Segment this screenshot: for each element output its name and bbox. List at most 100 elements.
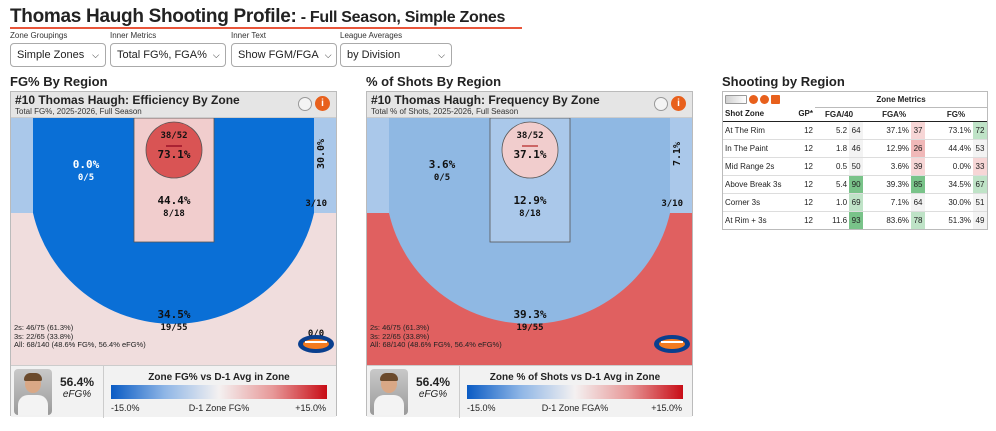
fga40-percentile-cell: 46	[849, 138, 864, 157]
gp-cell: 12	[793, 210, 815, 229]
paint-pct: 12.9%	[513, 194, 546, 207]
toggle-icon[interactable]	[298, 97, 312, 111]
gp-cell: 12	[793, 138, 815, 157]
info-icon[interactable]: i	[315, 96, 330, 111]
league-averages-control: League Averages by Division ⌵	[340, 31, 452, 67]
gradient-toggle-icon[interactable]	[725, 95, 747, 104]
fga-pct-percentile-cell: 37	[911, 120, 926, 139]
fga-pct-percentile-cell: 85	[911, 174, 926, 193]
col-fga-pct[interactable]: FGA%	[863, 107, 926, 122]
chevron-down-icon: ⌵	[212, 49, 220, 60]
corner3-frac: 3/10	[305, 199, 327, 209]
fg-pct-percentile-cell: 51	[973, 192, 987, 211]
title-period: Full Season	[309, 9, 397, 26]
fga40-cell: 5.2	[815, 120, 850, 139]
page-title: Thomas Haugh Shooting Profile: - Full Se…	[10, 6, 505, 28]
panel-footer: 56.4% eFG% Zone % of Shots vs D-1 Avg in…	[367, 365, 692, 418]
col-shot-zone[interactable]: Shot Zone	[723, 107, 793, 122]
efg-block: 56.4% eFG%	[55, 375, 99, 400]
chevron-down-icon: ⌵	[324, 49, 332, 60]
legend-title: Zone FG% vs D-1 Avg in Zone	[148, 372, 290, 383]
zone-cell: Above Break 3s	[723, 174, 793, 193]
info-icon[interactable]: i	[671, 96, 686, 111]
legend-max: +15.0%	[295, 403, 326, 413]
col-fga40[interactable]: FGA/40	[815, 107, 864, 122]
chevron-down-icon: ⌵	[92, 49, 99, 60]
zone-rim	[145, 121, 203, 179]
inner-metrics-select[interactable]: Total FG%, FGA% ⌵	[110, 43, 226, 67]
toggle-icon[interactable]	[654, 97, 668, 111]
table-row: At Rim + 3s 12 11.6 93 83.6% 78 51.3% 49	[723, 210, 987, 229]
panel-title: #10 Thomas Haugh: Frequency By Zone	[371, 93, 600, 107]
efg-value: 56.4%	[59, 375, 95, 389]
inner-text-select[interactable]: Show FGM/FGA ⌵	[231, 43, 337, 67]
zone-corner3-left	[367, 118, 389, 213]
fg-pct-percentile-cell: 49	[973, 210, 987, 229]
download-icon[interactable]	[771, 95, 780, 104]
legend-max: +15.0%	[651, 403, 682, 413]
fga40-percentile-cell: 69	[849, 192, 864, 211]
fga-pct-percentile-cell: 39	[911, 156, 926, 175]
fg-section-heading: FG% By Region	[10, 74, 108, 89]
break3-pct: 34.5%	[157, 308, 190, 321]
settings-icon[interactable]	[749, 95, 758, 104]
title-grouping: Simple Zones	[404, 9, 506, 26]
inner-metrics-label: Inner Metrics	[110, 31, 157, 40]
corner3-pct: 30.0%	[316, 139, 327, 169]
fga40-cell: 5.4	[815, 174, 850, 193]
twos-line: 2s: 46/75 (61.3%)	[14, 323, 74, 332]
inner-metrics-control: Inner Metrics Total FG%, FGA% ⌵	[110, 31, 226, 67]
rim-frac: 38/52	[160, 131, 187, 141]
fg-pct-cell: 34.5%	[925, 174, 973, 193]
col-gp[interactable]: GP*	[793, 107, 815, 122]
col-fg-pct[interactable]: FG%	[925, 107, 987, 122]
fga-pct-cell: 3.6%	[863, 156, 912, 175]
footer-divider	[103, 366, 104, 418]
gp-cell: 12	[793, 192, 815, 211]
rim-pct: 37.1%	[513, 148, 546, 161]
zone-metrics-header: Zone Metrics	[815, 92, 987, 108]
break3-frac: 19/55	[160, 323, 187, 333]
fg-court: 38/52 73.1% 44.4% 8/18 0.0% 0/5 30.0% 3/…	[11, 118, 336, 365]
fga-pct-cell: 7.1%	[863, 192, 912, 211]
panel-title: #10 Thomas Haugh: Efficiency By Zone	[15, 93, 240, 107]
title-sep-b: ,	[396, 9, 405, 26]
fg-pct-cell: 73.1%	[925, 120, 973, 139]
fga40-cell: 1.8	[815, 138, 850, 157]
panel-subtitle: Total % of Shots, 2025-2026, Full Season	[371, 107, 519, 116]
fg-pct-percentile-cell: 72	[973, 120, 987, 139]
title-main: Thomas Haugh Shooting Profile:	[10, 6, 297, 27]
fga-pct-cell: 37.1%	[863, 120, 912, 139]
corner3-pct: 7.1%	[672, 142, 683, 166]
player-photo	[14, 369, 52, 415]
threes-line: 3s: 22/65 (33.8%)	[14, 331, 74, 341]
corner3-frac: 3/10	[661, 199, 683, 209]
shots-panel: #10 Thomas Haugh: Frequency By Zone Tota…	[366, 91, 693, 418]
shot-summary: 2s: 46/75 (61.3%) 3s: 22/65 (33.8%) All:…	[14, 323, 146, 350]
zone-rim	[501, 121, 559, 179]
league-averages-label: League Averages	[340, 31, 403, 40]
zone-groupings-select[interactable]: Simple Zones ⌵	[10, 43, 106, 67]
panel-subtitle: Total FG%, 2025-2026, Full Season	[15, 107, 142, 116]
fga-pct-percentile-cell: 78	[911, 210, 926, 229]
fga40-cell: 0.5	[815, 156, 850, 175]
fg-pct-cell: 0.0%	[925, 156, 973, 175]
gp-cell: 12	[793, 120, 815, 139]
shots-court: 38/52 37.1% 12.9% 8/18 3.6% 0/5 7.1% 3/1…	[367, 118, 692, 365]
efg-label: eFG%	[62, 389, 92, 400]
other-frac: 0/0	[308, 329, 324, 339]
league-averages-select[interactable]: by Division ⌵	[340, 43, 452, 67]
info-icon[interactable]	[760, 95, 769, 104]
fga40-percentile-cell: 64	[849, 120, 864, 139]
table-toolbar-row: Zone Metrics	[723, 92, 987, 108]
legend-gradient-bar	[111, 385, 327, 399]
legend-mid: D-1 Zone FG%	[188, 403, 250, 413]
mid-frac: 0/5	[78, 173, 94, 183]
panel-header: #10 Thomas Haugh: Frequency By Zone Tota…	[367, 92, 692, 118]
shot-summary: 2s: 46/75 (61.3%) 3s: 22/65 (33.8%) All:…	[370, 323, 502, 350]
twos-line: 2s: 46/75 (61.3%)	[370, 323, 430, 332]
all-line: All: 68/140 (48.6% FG%, 56.4% eFG%)	[14, 340, 146, 349]
inner-text-control: Inner Text Show FGM/FGA ⌵	[231, 31, 337, 67]
fg-pct-cell: 51.3%	[925, 210, 973, 229]
table-header-row: Shot Zone GP* FGA/40 FGA% FG%	[723, 107, 987, 122]
